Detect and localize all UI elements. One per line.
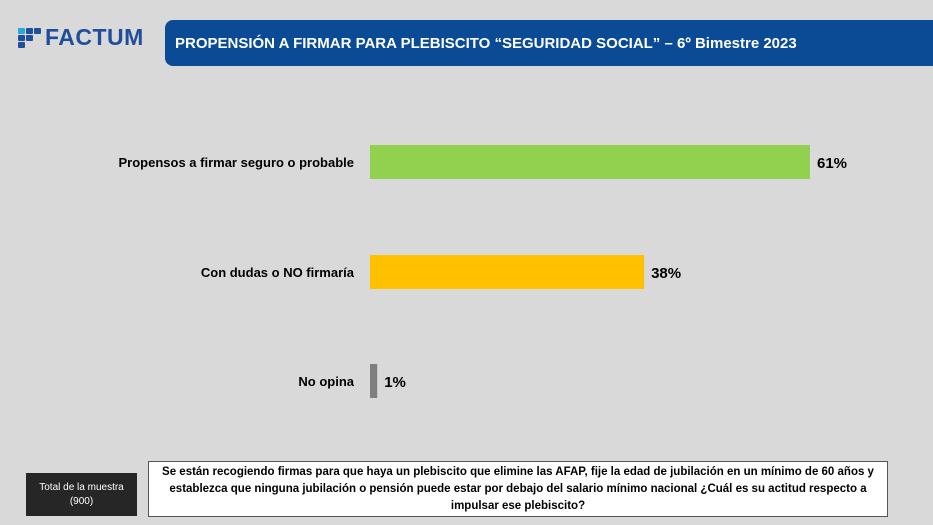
value-label: 61% <box>817 155 847 172</box>
factum-logo: FACTUM <box>18 24 144 51</box>
bar <box>370 364 378 398</box>
sample-box: Total de la muestra (900) <box>26 473 137 516</box>
category-label: No opina <box>298 374 354 389</box>
category-label: Propensos a firmar seguro o probable <box>119 155 355 170</box>
bar <box>370 145 810 179</box>
logo-text: FACTUM <box>45 24 144 50</box>
value-label: 1% <box>384 374 406 391</box>
bar <box>370 255 645 289</box>
sample-label: Total de la muestra <box>39 481 124 493</box>
category-label: Con dudas o NO firmaría <box>201 265 355 280</box>
value-label: 38% <box>651 265 681 282</box>
sample-size: (900) <box>69 495 94 507</box>
logo-icon <box>18 27 41 48</box>
chart-title: PROPENSIÓN A FIRMAR PARA PLEBISCITO “SEG… <box>165 20 933 66</box>
question-box: Se están recogiendo firmas para que haya… <box>148 461 888 517</box>
